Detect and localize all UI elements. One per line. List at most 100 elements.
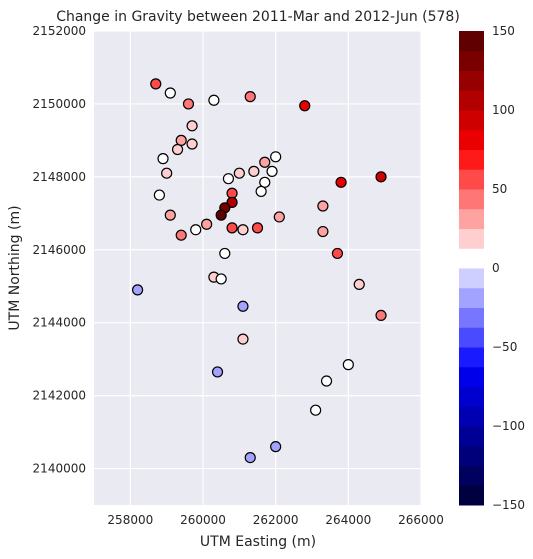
scatter-point [299,100,311,112]
plot-area [94,31,421,505]
colorbar-segment [459,149,484,170]
scatter-point [248,165,260,177]
colorbar-segment [459,386,484,407]
scatter-point [171,143,184,156]
colorbar-segment [459,445,484,466]
scatter-point [186,138,198,150]
colorbar-segment [459,110,484,131]
scatter-point [226,222,238,234]
scatter-point [255,185,267,198]
colorbar-segment [459,366,484,387]
x-tick-label: 258000 [107,513,153,527]
scatter-point [186,120,198,132]
chart-title: Change in Gravity between 2011-Mar and 2… [56,9,460,25]
scatter-point [215,209,227,221]
scatter-point [320,375,333,387]
colorbar-segment [459,485,484,506]
scatter-point [310,404,322,416]
x-tick-label: 264000 [325,513,371,527]
x-axis-ticks: 258000 260000 262000 264000 266000 [107,513,443,527]
scatter-point [353,278,365,291]
scatter-point [161,167,173,179]
scatter-points [132,78,387,464]
scatter-point [226,187,238,199]
colorbar-segment [459,169,484,190]
scatter-point [175,134,187,146]
colorbar-tick-label: −50 [492,340,517,354]
scatter-point [222,173,235,185]
colorbar [459,31,484,506]
scatter-point [375,309,387,321]
scatter-point [211,366,224,378]
scatter-point [226,196,238,208]
scatter-point [164,209,176,221]
scatter-point [244,91,256,103]
x-axis-label: UTM Easting (m) [200,534,316,550]
y-tick-label: 2150000 [33,97,86,111]
y-tick-label: 2152000 [33,24,86,38]
colorbar-segment [459,228,484,249]
colorbar-tick-label: 50 [492,182,507,196]
colorbar-segment [459,248,484,269]
y-axis-ticks: 2140000 2142000 2144000 2146000 2148000 21500… [33,24,86,476]
x-tick-label: 260000 [180,513,226,527]
scatter-point [132,284,144,296]
colorbar-segment [459,90,484,111]
colorbar-segment [459,129,484,150]
scatter-point [331,247,344,260]
colorbar-segment [459,50,484,71]
y-axis-label: UTM Northing (m) [7,205,23,330]
scatter-point [270,441,282,453]
colorbar-ticks: −150 −100 −50 0 50 100 150 [492,24,525,512]
scatter-point [190,224,202,236]
x-tick-label: 262000 [253,513,299,527]
scatter-point [317,225,329,238]
scatter-point [153,189,165,201]
scatter-point [182,98,195,110]
scatter-point [201,218,213,230]
y-tick-label: 2144000 [33,316,86,330]
scatter-point [259,176,271,188]
scatter-point [375,171,387,183]
x-tick-label: 266000 [398,513,444,527]
colorbar-tick-label: −150 [492,498,525,512]
scatter-point [164,87,176,99]
scatter-point [251,222,264,234]
colorbar-segment [459,268,484,289]
colorbar-segment [459,307,484,328]
y-tick-label: 2146000 [33,243,86,257]
scatter-point [266,165,278,177]
scatter-point [219,247,231,260]
scatter-point [233,167,245,179]
colorbar-segment [459,189,484,210]
y-tick-label: 2148000 [33,170,86,184]
scatter-point [335,176,347,188]
scatter-point [259,156,271,168]
colorbar-segment [459,406,484,427]
scatter-point [157,153,169,165]
scatter-point [237,224,249,236]
scatter-point [244,452,256,464]
colorbar-segment [459,327,484,348]
y-tick-label: 2140000 [33,462,86,476]
scatter-point [237,300,249,312]
colorbar-segment [459,426,484,447]
scatter-point [273,211,285,223]
grid-lines [94,30,422,505]
scatter-point [215,273,227,285]
colorbar-tick-label: −100 [492,419,525,433]
scatter-point [270,151,282,163]
colorbar-segment [459,287,484,308]
scatter-point [208,94,220,106]
y-tick-label: 2142000 [33,389,86,403]
scatter-point [150,78,162,90]
colorbar-segment [459,31,484,52]
scatter-point [175,229,187,241]
scatter-point [237,333,249,345]
colorbar-segment [459,465,484,486]
scatter-point [342,359,354,371]
colorbar-segment [459,70,484,91]
scatter-point [317,200,329,212]
colorbar-tick-label: 0 [492,261,500,275]
